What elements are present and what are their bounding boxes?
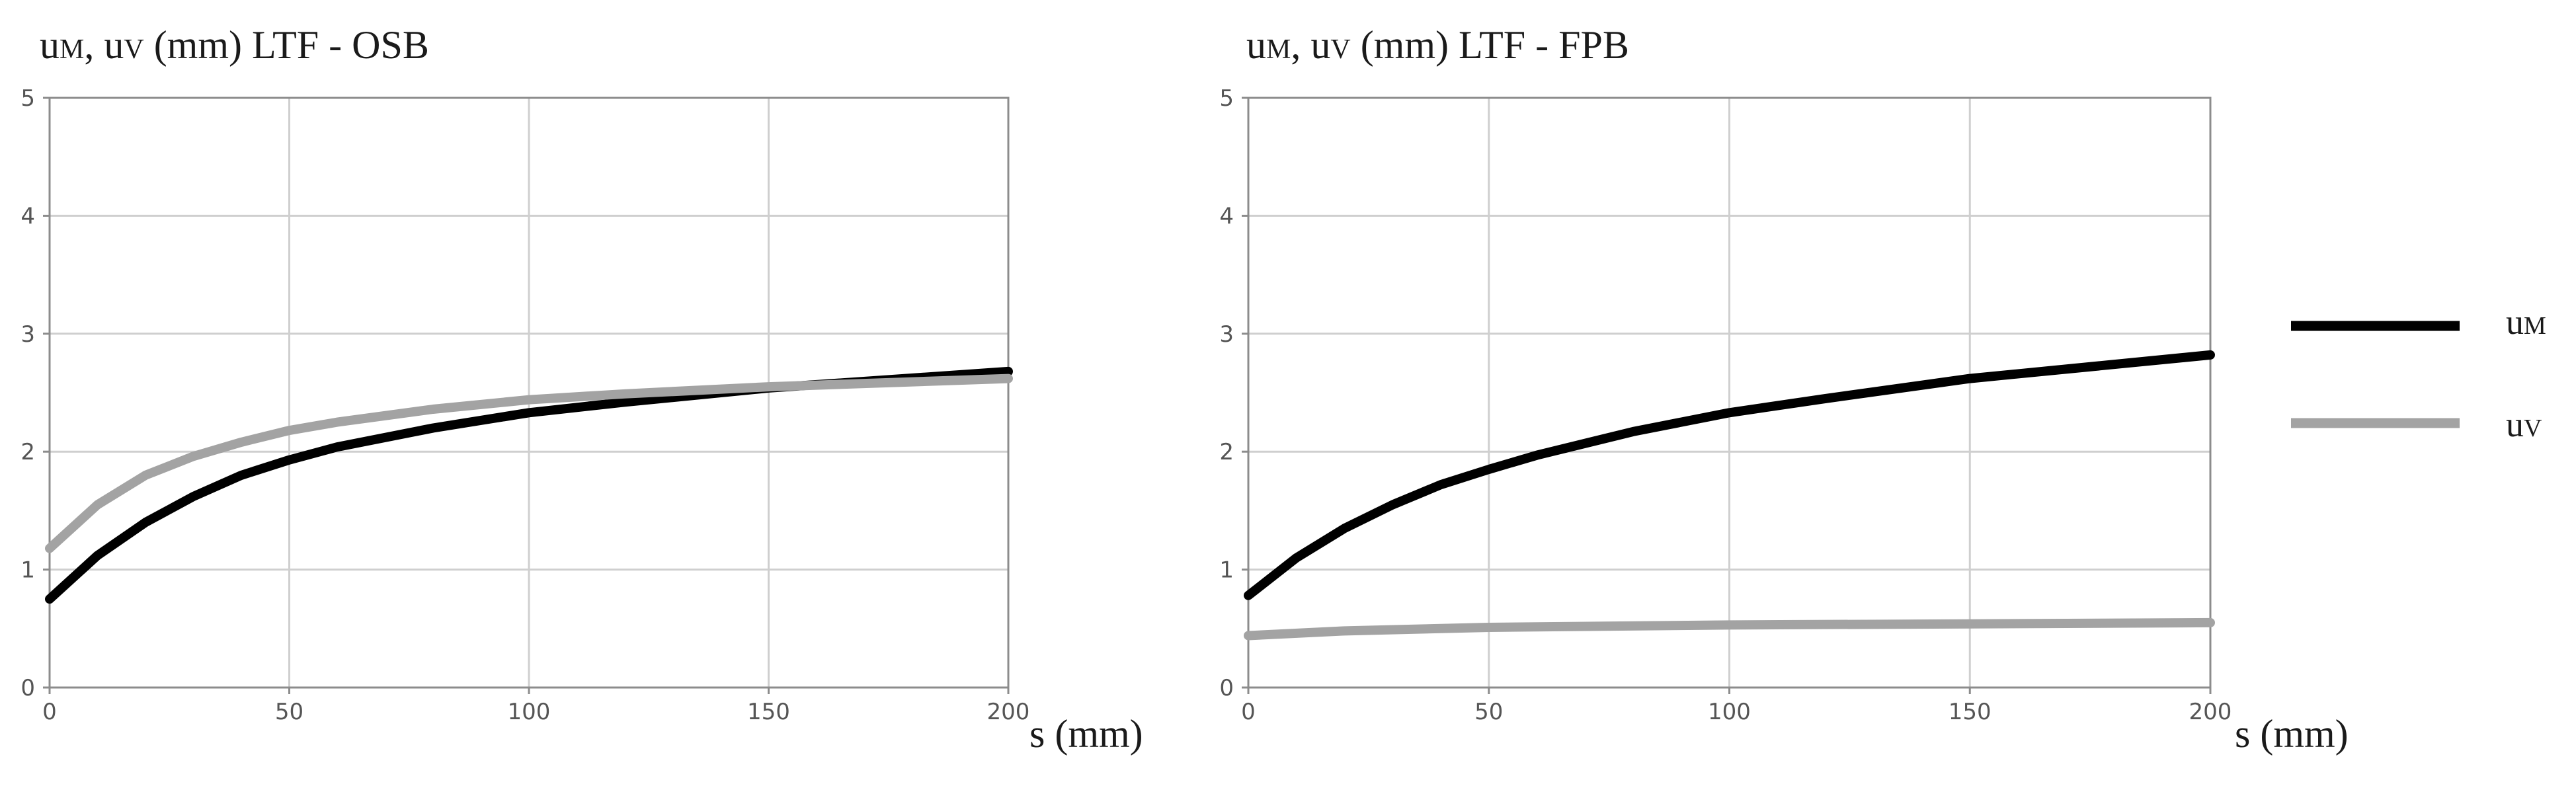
y-tick-label: 0: [1219, 675, 1234, 701]
x-tick-label: 0: [1241, 699, 1256, 725]
series-line-uV: [1244, 617, 2215, 641]
x-tick-label: 150: [1949, 699, 1992, 725]
legend: uM uV: [2291, 302, 2546, 444]
chart-fpb-xlabel: s (mm): [2235, 712, 2349, 756]
y-tick-label: 4: [20, 203, 35, 229]
series-line-uM: [1244, 350, 2215, 600]
x-tick-label: 100: [508, 699, 551, 725]
x-tick-label: 200: [987, 699, 1030, 725]
x-tick-label: 50: [275, 699, 303, 725]
chart-fpb-yticks: 0 1 2 3 4 5: [1219, 85, 1248, 701]
chart-osb-xlabel: s (mm): [1029, 712, 1143, 756]
y-tick-label: 0: [20, 675, 35, 701]
series-line-uV: [45, 374, 1013, 553]
x-tick-label: 100: [1708, 699, 1751, 725]
x-tick-label: 50: [1474, 699, 1503, 725]
chart-osb-yticks: 0 1 2 3 4 5: [20, 85, 50, 701]
chart-fpb-xticks: 0 50 100 150 200: [1241, 688, 2232, 725]
x-tick-label: 200: [2189, 699, 2232, 725]
y-tick-label: 2: [20, 439, 35, 465]
chart-osb-grid: [50, 97, 1010, 688]
y-tick-label: 4: [1219, 203, 1234, 229]
y-tick-label: 3: [1219, 321, 1234, 348]
y-tick-label: 2: [1219, 439, 1234, 465]
legend-label-uV: uV: [2506, 405, 2542, 444]
y-tick-label: 1: [1219, 557, 1234, 584]
chart-osb: uM, uV (mm) LTF - OSB 0 50 100 150 200 0 1 2 3 4…: [20, 23, 1143, 756]
chart-osb-xticks: 0 50 100 150 200: [42, 688, 1029, 725]
y-tick-label: 5: [20, 85, 35, 112]
chart-fpb-series: [1244, 350, 2215, 641]
chart-fpb: uM, uV (mm) LTF - FPB 0 50 100 150 200 0 1 2 3 4…: [1219, 23, 2348, 756]
series-line-uM: [45, 366, 1013, 604]
legend-label-uM: uM: [2506, 302, 2546, 342]
x-tick-label: 0: [42, 699, 57, 725]
chart-fpb-title: uM, uV (mm) LTF - FPB: [1246, 23, 1629, 67]
chart-osb-series: [45, 366, 1013, 604]
y-tick-label: 1: [20, 557, 35, 584]
x-tick-label: 150: [747, 699, 790, 725]
chart-osb-title: uM, uV (mm) LTF - OSB: [40, 23, 429, 67]
y-tick-label: 3: [20, 321, 35, 348]
y-tick-label: 5: [1219, 85, 1234, 112]
chart-fpb-grid: [1248, 97, 2212, 688]
